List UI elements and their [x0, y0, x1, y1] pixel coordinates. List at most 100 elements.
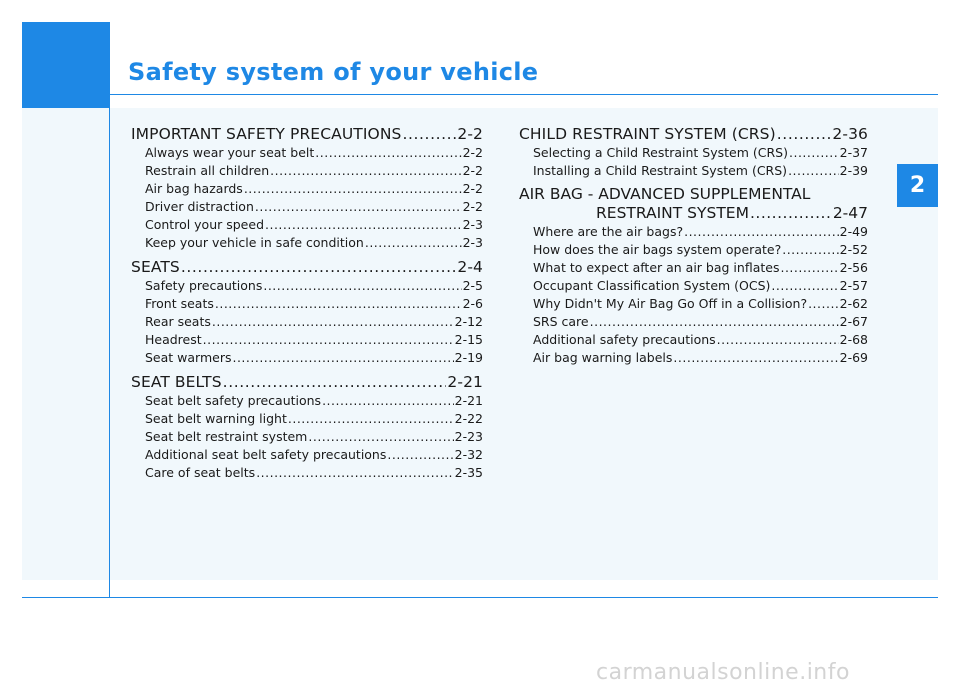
toc-leader	[717, 331, 839, 349]
toc-item-title: Care of seat belts	[145, 465, 256, 480]
toc-item[interactable]: Air bag warning labels 2-69	[519, 349, 868, 367]
toc-leader	[782, 241, 838, 259]
toc-item-title: Seat warmers	[145, 350, 232, 365]
toc-leader	[673, 349, 838, 367]
toc-item-title: SRS care	[533, 314, 589, 329]
toc-item[interactable]: Seat belt restraint system 2-23	[131, 428, 483, 446]
toc-item-title: Safety precautions	[145, 278, 263, 293]
toc-page-number: 2-32	[454, 447, 483, 462]
toc-section-title: IMPORTANT SAFETY PRECAUTIONS	[131, 125, 402, 143]
toc-page-number: 2-5	[462, 278, 483, 293]
toc-item-title: Front seats	[145, 296, 214, 311]
toc-item[interactable]: Seat warmers 2-19	[131, 349, 483, 367]
toc-item[interactable]: Why Didn't My Air Bag Go Off in a Collis…	[519, 295, 868, 313]
toc-left-column: IMPORTANT SAFETY PRECAUTIONS 2-2 Always w…	[131, 124, 483, 482]
footer-rule	[22, 597, 938, 598]
toc-item[interactable]: Restrain all children 2-2	[131, 162, 483, 180]
toc-item[interactable]: Rear seats 2-12	[131, 313, 483, 331]
toc-page-number: 2-68	[839, 332, 868, 347]
toc-page-number: 2-57	[839, 278, 868, 293]
toc-leader	[256, 464, 453, 482]
toc-leader	[270, 162, 461, 180]
toc-item[interactable]: How does the air bags system operate? 2-5…	[519, 241, 868, 259]
toc-page-number: 2-22	[454, 411, 483, 426]
toc-item[interactable]: Seat belt safety precautions 2-21	[131, 392, 483, 410]
watermark: carmanualsonline.info	[596, 660, 850, 685]
toc-leader	[212, 313, 454, 331]
toc-page-number: 2-47	[832, 204, 868, 222]
toc-leader	[288, 410, 454, 428]
toc-item[interactable]: Driver distraction 2-2	[131, 198, 483, 216]
chapter-tab[interactable]: 2	[897, 164, 938, 207]
toc-item[interactable]: Seat belt warning light 2-22	[131, 410, 483, 428]
toc-item[interactable]: Always wear your seat belt 2-2	[131, 144, 483, 162]
toc-leader	[265, 216, 462, 234]
toc-section-seats[interactable]: SEATS 2-4	[131, 257, 483, 277]
toc-item[interactable]: What to expect after an air bag inflates…	[519, 259, 868, 277]
toc-page-number: 2-12	[454, 314, 483, 329]
toc-item-title: Restrain all children	[145, 163, 270, 178]
toc-item[interactable]: Headrest 2-15	[131, 331, 483, 349]
toc-item[interactable]: SRS care 2-67	[519, 313, 868, 331]
toc-item[interactable]: Safety precautions 2-5	[131, 277, 483, 295]
toc-page-number: 2-52	[839, 242, 868, 257]
toc-item[interactable]: Occupant Classification System (OCS) 2-57	[519, 277, 868, 295]
toc-section-title: CHILD RESTRAINT SYSTEM (CRS)	[519, 125, 776, 143]
toc-leader	[308, 428, 453, 446]
toc-section-title: RESTRAINT SYSTEM	[596, 204, 749, 222]
toc-leader	[232, 349, 453, 367]
toc-item[interactable]: Air bag hazards 2-2	[131, 180, 483, 198]
toc-leader	[223, 372, 447, 392]
toc-item[interactable]: Installing a Child Restraint System (CRS…	[519, 162, 868, 180]
toc-item[interactable]: Front seats 2-6	[131, 295, 483, 313]
toc-page-number: 2-39	[839, 163, 868, 178]
toc-leader	[788, 162, 839, 180]
toc-page-number: 2-6	[462, 296, 483, 311]
toc-leader	[402, 124, 456, 144]
toc-item[interactable]: Where are the air bags? 2-49	[519, 223, 868, 241]
toc-item[interactable]: Selecting a Child Restraint System (CRS)…	[519, 144, 868, 162]
toc-item-title: Control your speed	[145, 217, 265, 232]
toc-item-title: Additional safety precautions	[533, 332, 716, 347]
toc-item-title: Installing a Child Restraint System (CRS…	[533, 163, 788, 178]
toc-item[interactable]: Additional safety precautions 2-68	[519, 331, 868, 349]
toc-leader	[215, 295, 462, 313]
toc-item[interactable]: Keep your vehicle in safe condition 2-3	[131, 234, 483, 252]
corner-color-block	[22, 22, 109, 108]
toc-item-title: Driver distraction	[145, 199, 254, 214]
toc-item-title: Keep your vehicle in safe condition	[145, 235, 364, 250]
toc-leader	[684, 223, 839, 241]
toc-page-number: 2-69	[839, 350, 868, 365]
toc-leader	[789, 144, 839, 162]
toc-page-number: 2-15	[454, 332, 483, 347]
toc-item-title: Selecting a Child Restraint System (CRS)	[533, 145, 788, 160]
toc-page-number: 2-62	[839, 296, 868, 311]
toc-page-number: 2-49	[839, 224, 868, 239]
toc-item-title: Headrest	[145, 332, 202, 347]
toc-leader	[777, 124, 832, 144]
toc-leader	[387, 446, 453, 464]
header-rule	[109, 94, 938, 95]
toc-section-important-safety[interactable]: IMPORTANT SAFETY PRECAUTIONS 2-2	[131, 124, 483, 144]
toc-section-seat-belts[interactable]: SEAT BELTS 2-21	[131, 372, 483, 392]
toc-section-title-line1: AIR BAG - ADVANCED SUPPLEMENTAL	[519, 185, 811, 203]
toc-page-number: 2-2	[462, 181, 483, 196]
toc-section-child-restraint[interactable]: CHILD RESTRAINT SYSTEM (CRS) 2-36	[519, 124, 868, 144]
toc-page-number: 2-19	[454, 350, 483, 365]
toc-page-number: 2-35	[454, 465, 483, 480]
toc-item[interactable]: Care of seat belts 2-35	[131, 464, 483, 482]
toc-page-number: 2-3	[462, 217, 483, 232]
toc-leader	[808, 295, 839, 313]
toc-item-title: Occupant Classification System (OCS)	[533, 278, 771, 293]
toc-page-number: 2-36	[832, 125, 868, 143]
toc-item-title: Seat belt safety precautions	[145, 393, 322, 408]
toc-item-title: What to expect after an air bag inflates	[533, 260, 780, 275]
toc-leader	[255, 198, 462, 216]
toc-item-title: Seat belt restraint system	[145, 429, 308, 444]
toc-item-title: Additional seat belt safety precautions	[145, 447, 387, 462]
toc-item-title: How does the air bags system operate?	[533, 242, 782, 257]
toc-page-number: 2-37	[839, 145, 868, 160]
toc-item[interactable]: Additional seat belt safety precautions 2…	[131, 446, 483, 464]
toc-section-air-bag[interactable]: AIR BAG - ADVANCED SUPPLEMENTAL RESTRAIN…	[519, 185, 868, 223]
toc-item[interactable]: Control your speed 2-3	[131, 216, 483, 234]
